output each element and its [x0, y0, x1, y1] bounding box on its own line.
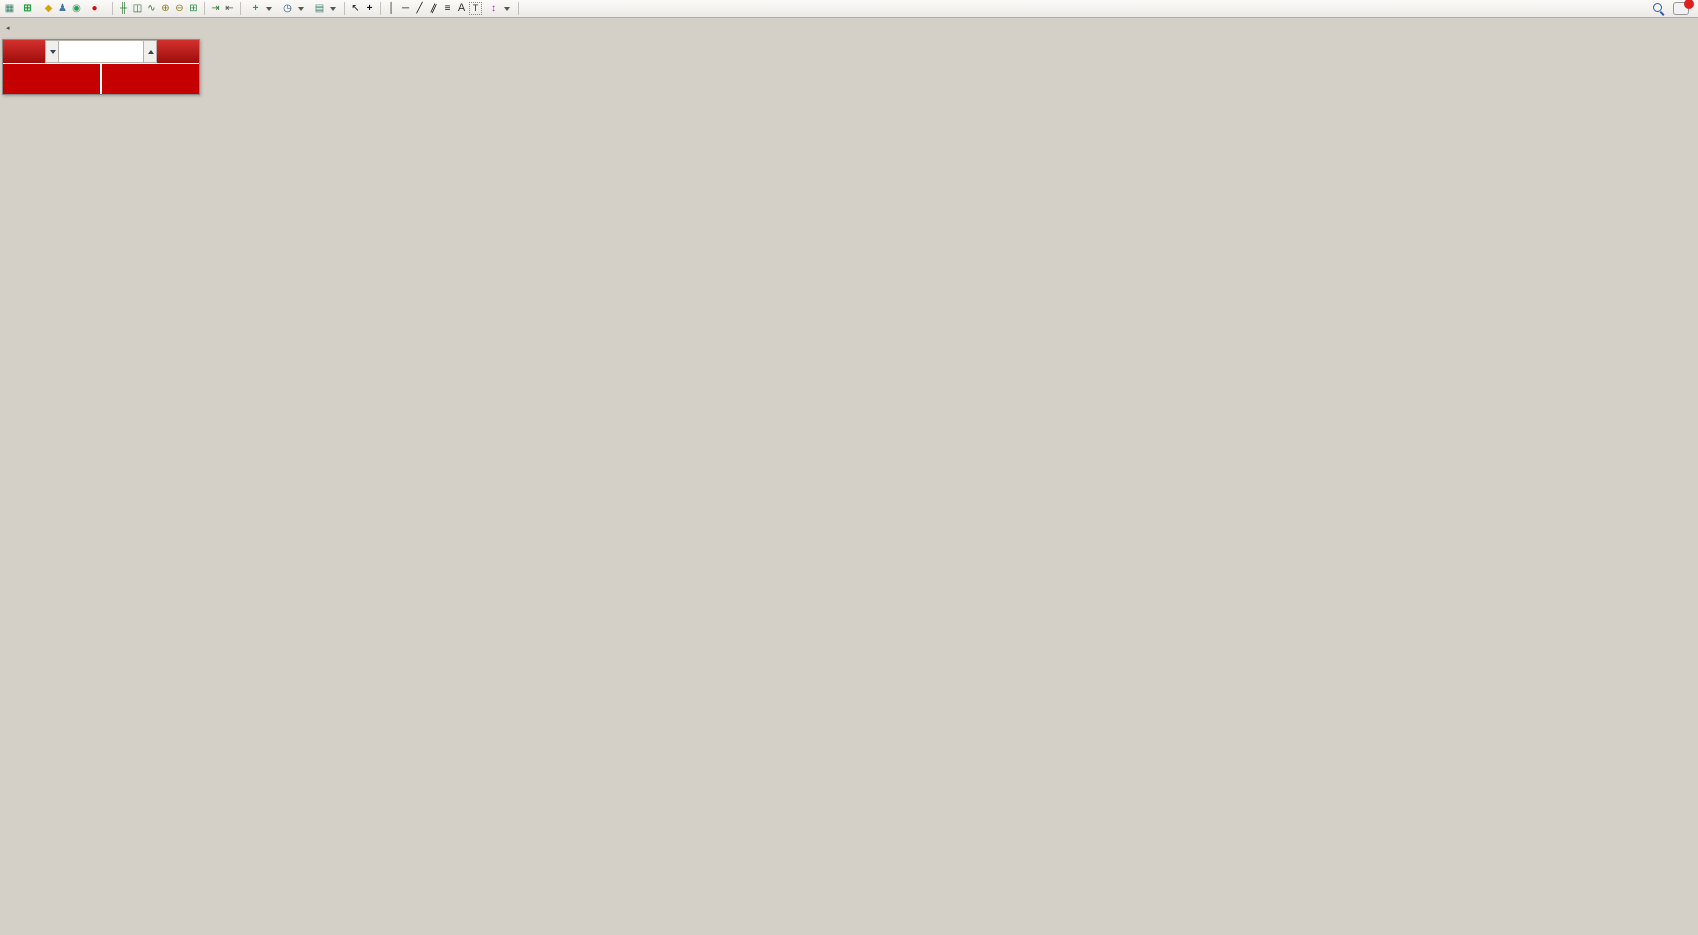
notification-badge [1684, 0, 1694, 9]
indicators-button[interactable]: + [245, 1, 276, 17]
eraser-icon[interactable]: ◆ [44, 2, 53, 14]
zoom-out-icon[interactable]: ⊖ [175, 2, 184, 14]
text-label-icon[interactable]: T [469, 2, 482, 15]
volume-decrease-button[interactable] [45, 40, 59, 63]
tile-windows-icon[interactable]: ⊞ [189, 2, 198, 14]
radar-icon[interactable]: ◉ [72, 2, 81, 14]
candlestick-chart-icon[interactable]: ◫ [132, 2, 143, 14]
channel-icon[interactable]: ∥ [429, 2, 439, 15]
horizontal-line-icon[interactable]: ─ [401, 2, 410, 14]
zoom-in-icon[interactable]: ⊕ [161, 2, 170, 14]
add-indicator-icon: + [252, 2, 259, 14]
toolbar-separator [344, 2, 345, 15]
new-order-icon: ⊞ [23, 2, 32, 14]
toolbar-separator [240, 2, 241, 15]
sell-button[interactable] [3, 40, 45, 63]
chart-shift-icon[interactable]: ⇤ [225, 2, 234, 14]
toolbar-separator [204, 2, 205, 15]
toolbar: ▦ ⊞ ◆ ♟ ◉ ● ╫ ◫ ∿ ⊕ ⊖ ⊞ ⇥ ⇤ + ◷ ▤ ↖ [0, 0, 1698, 18]
dropdown-caret-icon [330, 6, 336, 11]
bar-chart-icon[interactable]: ╫ [119, 2, 128, 14]
fibonacci-icon[interactable]: ≡ [444, 2, 451, 14]
volume-input[interactable] [59, 40, 143, 63]
bid-price[interactable] [3, 64, 102, 94]
line-chart-icon[interactable]: ∿ [147, 2, 156, 14]
chat-icon[interactable] [1673, 0, 1694, 15]
dropdown-caret-icon [266, 6, 272, 11]
chart-canvas[interactable] [0, 18, 1698, 935]
buy-button[interactable] [157, 40, 199, 63]
arrows-button[interactable]: ↕ [483, 1, 514, 17]
dropdown-caret-icon [298, 6, 304, 11]
auto-trading-icon: ● [91, 2, 98, 14]
auto-trading-button[interactable]: ● [84, 1, 108, 17]
cursor-icon[interactable]: ↖ [351, 2, 360, 14]
profile-icon[interactable]: ♟ [58, 2, 67, 14]
arrow-objects-icon: ↕ [491, 2, 496, 14]
one-click-trading-panel [2, 39, 200, 95]
text-icon[interactable]: A [457, 2, 466, 14]
trendline-icon[interactable]: ╱ [416, 2, 423, 14]
periods-button[interactable]: ◷ [277, 1, 308, 17]
toolbar-separator [112, 2, 113, 15]
chart-title-overlay: ◂ [6, 24, 22, 32]
templates-button[interactable]: ▤ [309, 1, 340, 17]
dropdown-caret-icon [504, 6, 510, 11]
ask-price[interactable] [102, 64, 199, 94]
toolbar-separator [518, 2, 519, 15]
auto-scroll-icon[interactable]: ⇥ [211, 2, 220, 14]
crosshair-icon[interactable]: + [366, 2, 373, 14]
symbol-marker-icon: ◂ [6, 25, 10, 32]
volume-increase-button[interactable] [143, 40, 157, 63]
new-order-button[interactable]: ⊞ [17, 1, 41, 17]
search-icon[interactable] [1653, 2, 1665, 15]
chart-region: ◂ [0, 18, 1698, 935]
vertical-line-icon[interactable]: │ [388, 2, 395, 14]
toolbar-separator [380, 2, 381, 15]
clock-icon: ◷ [283, 2, 292, 14]
chart-window-icon: ▦ [4, 2, 15, 14]
template-icon: ▤ [314, 2, 325, 14]
